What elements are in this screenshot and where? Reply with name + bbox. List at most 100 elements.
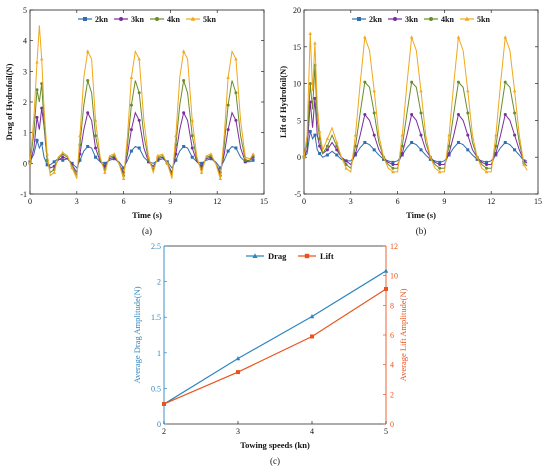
a-point-5kn xyxy=(93,118,98,122)
b-point-5kn xyxy=(409,35,414,39)
b-point-3kn xyxy=(353,152,357,156)
a-y-tick-label: 1 xyxy=(23,129,27,138)
b-point-2kn xyxy=(318,152,322,156)
a-point-5kn xyxy=(199,170,204,174)
a-point-5kn xyxy=(85,49,90,53)
a-y-tick-label: -1 xyxy=(20,190,27,199)
b-point-5kn xyxy=(475,155,479,159)
b-point-5kn xyxy=(302,155,306,159)
b-point-3kn xyxy=(494,152,498,156)
a-point-2kn xyxy=(103,161,107,165)
b-point-2kn xyxy=(485,160,489,164)
b-point-4kn xyxy=(447,144,451,148)
a-point-4kn xyxy=(35,88,39,92)
b-point-2kn xyxy=(503,140,507,144)
a-point-5kn xyxy=(243,155,248,159)
a-point-2kn xyxy=(209,157,213,161)
b-panel-label: (b) xyxy=(416,226,427,236)
b-legend: 2kn 3kn 4kn 5kn xyxy=(352,15,490,24)
a-point-4kn xyxy=(234,91,238,95)
a-point-4kn xyxy=(182,79,186,83)
b-point-3kn xyxy=(318,144,322,148)
b-line-5kn xyxy=(303,33,528,173)
a-point-5kn xyxy=(52,170,56,174)
b-point-2kn xyxy=(325,153,329,157)
a-point-5kn xyxy=(103,170,107,174)
a-point-5kn xyxy=(234,57,238,61)
b-point-2kn xyxy=(391,160,395,164)
a-point-3kn xyxy=(35,115,39,119)
a-legend-label: 2kn xyxy=(95,15,108,24)
b-point-5kn xyxy=(503,35,507,39)
b-point-4kn xyxy=(363,80,367,84)
c-legend-marker xyxy=(252,253,258,258)
a-point-5kn xyxy=(156,153,160,158)
a-point-5kn xyxy=(39,57,44,61)
b-point-5kn xyxy=(428,155,433,159)
b-legend-label: 4kn xyxy=(441,15,454,24)
c-series-Drag xyxy=(161,268,389,406)
b-point-2kn xyxy=(438,160,442,164)
a-point-5kn xyxy=(35,60,39,64)
a-point-4kn xyxy=(129,103,133,107)
a-point-3kn xyxy=(94,146,98,150)
a-y-tick-label: 3 xyxy=(23,67,27,76)
b-point-5kn xyxy=(344,166,348,170)
b-x-tick-label: 3 xyxy=(349,197,353,206)
a-point-5kn xyxy=(209,152,213,156)
b-point-2kn xyxy=(308,129,312,133)
b-point-2kn xyxy=(456,140,460,144)
a-point-3kn xyxy=(234,118,238,122)
a-y-tick-label: 4 xyxy=(23,37,27,46)
b-series-5kn xyxy=(302,31,528,174)
a-legend-label: 5kn xyxy=(203,15,216,24)
c-line-Lift xyxy=(163,288,387,405)
a-point-5kn xyxy=(121,176,126,181)
a-point-2kn xyxy=(78,158,82,162)
a-point-2kn xyxy=(122,166,126,170)
a-point-2kn xyxy=(226,149,230,153)
b-legend-marker xyxy=(429,17,433,21)
a-x-tick-label: 6 xyxy=(122,197,126,206)
a-point-5kn xyxy=(45,152,49,156)
a-point-4kn xyxy=(243,158,247,162)
c-legend-label: Lift xyxy=(320,251,334,261)
b-point-5kn xyxy=(353,133,358,137)
b-point-5kn xyxy=(522,162,526,166)
b-point-2kn xyxy=(410,140,414,144)
b-point-5kn xyxy=(325,136,330,141)
a-point-2kn xyxy=(35,138,39,142)
b-point-3kn xyxy=(447,152,451,156)
b-point-4kn xyxy=(466,111,470,115)
b-point-2kn xyxy=(475,157,479,161)
b-point-3kn xyxy=(485,163,489,167)
b-point-3kn xyxy=(344,159,348,163)
a-point-5kn xyxy=(190,118,194,122)
c-y2-tick-label: 12 xyxy=(390,242,398,251)
a-legend: 2kn 3kn 4kn 5kn xyxy=(78,15,216,24)
b-point-4kn xyxy=(503,80,507,84)
b-point-5kn xyxy=(447,133,451,137)
b-axes-box xyxy=(303,9,539,195)
b-legend-label: 2kn xyxy=(369,15,382,24)
b-point-4kn xyxy=(419,111,423,115)
b-point-3kn xyxy=(391,163,395,167)
b-point-5kn xyxy=(456,35,461,39)
a-series-5kn xyxy=(28,25,255,181)
c-y2-tick-label: 8 xyxy=(390,301,394,310)
a-point-2kn xyxy=(156,158,160,162)
b-y-tick-label: -5 xyxy=(294,190,301,199)
b-point-4kn xyxy=(438,166,442,170)
a-point-3kn xyxy=(226,128,230,132)
b-point-2kn xyxy=(466,148,470,152)
c-point-Lift xyxy=(162,401,166,406)
b-x-axis-label: Time (s) xyxy=(406,210,436,220)
a-point-3kn xyxy=(61,155,65,159)
c-point-Lift xyxy=(384,287,388,292)
a-point-2kn xyxy=(251,158,255,162)
a-point-5kn xyxy=(181,49,186,53)
a-legend-marker xyxy=(155,17,159,21)
